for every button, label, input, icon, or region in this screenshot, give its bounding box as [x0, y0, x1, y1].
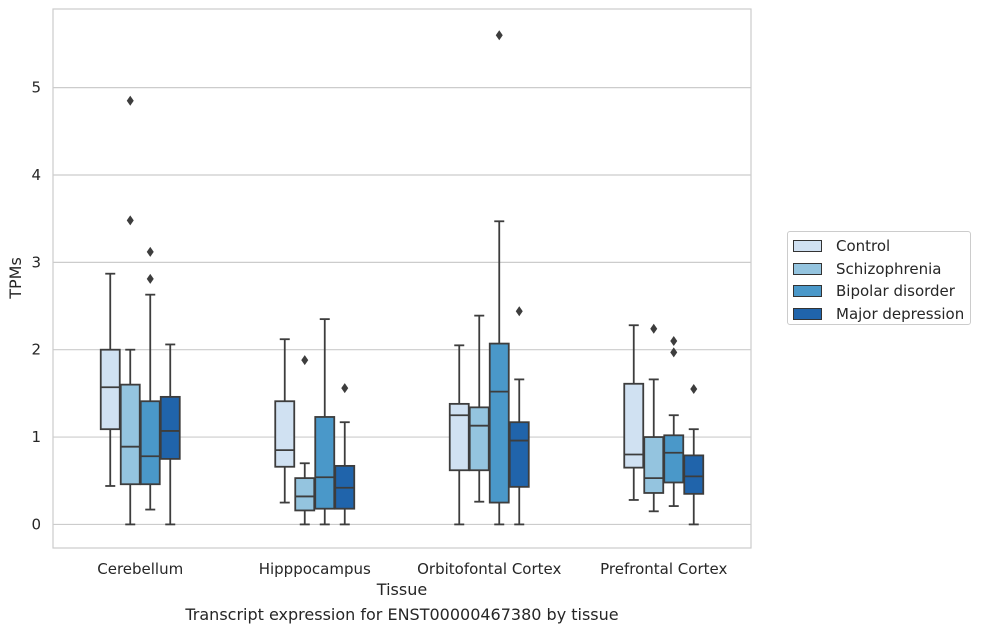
y-tick-labels: 0 1 2 3 4 5: [31, 79, 41, 534]
box-schizophrenia: [119, 95, 141, 526]
outlier-point: [146, 246, 154, 257]
legend-item: Major depression: [793, 303, 970, 326]
box-iqr: [623, 382, 645, 469]
outlier-point: [126, 95, 134, 106]
outlier-point: [690, 384, 698, 395]
outlier-point: [301, 355, 309, 366]
box-control: [274, 338, 296, 504]
box-bipolar-disorder: [139, 246, 161, 511]
x-axis-label: Tissue: [376, 580, 427, 599]
box-iqr: [448, 402, 470, 472]
y-tick-label: 2: [31, 341, 41, 359]
legend-label: Control: [836, 237, 891, 256]
x-tick-labels: Cerebellum Hipppocampus Orbitofontal Corte…: [97, 560, 727, 578]
outlier-point: [146, 273, 154, 284]
legend-label: Bipolar disorder: [836, 282, 955, 301]
box-iqr: [99, 348, 121, 431]
outlier-point: [670, 347, 678, 358]
box-iqr: [139, 400, 161, 486]
box-iqr: [468, 406, 490, 472]
plot-frame: [52, 8, 752, 549]
legend-item: Schizophrenia: [793, 258, 970, 281]
box-major-depression: [334, 383, 356, 526]
box-bipolar-disorder: [488, 30, 510, 526]
box-schizophrenia: [643, 323, 665, 513]
box-iqr: [508, 421, 530, 488]
legend-swatch: [793, 307, 822, 320]
box-schizophrenia: [468, 314, 490, 503]
box-bipolar-disorder: [314, 318, 336, 526]
box-bipolar-disorder: [663, 335, 685, 507]
x-tick-label: Orbitofontal Cortex: [417, 560, 561, 578]
outlier-point: [495, 30, 503, 41]
box-groups: [99, 30, 705, 526]
box-control: [99, 272, 121, 487]
box-control: [623, 324, 645, 501]
box-major-depression: [683, 384, 705, 526]
legend-item: Bipolar disorder: [793, 280, 970, 303]
box-major-depression: [508, 306, 530, 526]
box-schizophrenia: [294, 355, 316, 526]
outlier-point: [341, 383, 349, 394]
box-iqr: [119, 383, 141, 486]
box-iqr: [683, 454, 705, 495]
outlier-point: [670, 335, 678, 346]
outlier-point: [650, 323, 658, 334]
box-iqr: [314, 416, 336, 510]
legend-label: Major depression: [836, 304, 965, 323]
legend-label: Schizophrenia: [836, 259, 942, 278]
y-tick-label: 5: [31, 79, 41, 97]
chart-caption: Transcript expression for ENST0000046738…: [185, 605, 619, 624]
box-iqr: [294, 477, 316, 512]
y-tick-label: 1: [31, 428, 41, 446]
outlier-point: [126, 215, 134, 226]
x-tick-label: Hipppocampus: [259, 560, 371, 578]
y-axis-label: TPMs: [6, 257, 25, 300]
legend-swatch: [793, 285, 822, 298]
y-tick-label: 3: [31, 253, 41, 271]
box-iqr: [663, 434, 685, 484]
box-iqr: [488, 342, 510, 504]
y-tick-label: 0: [31, 515, 41, 533]
box-iqr: [274, 400, 296, 468]
x-tick-label: Cerebellum: [97, 560, 183, 578]
box-iqr: [159, 395, 181, 460]
legend-item: Control: [793, 235, 970, 258]
legend-swatch: [793, 240, 822, 253]
box-control: [448, 344, 470, 526]
legend: Control Schizophrenia Bipolar disorder Majo…: [787, 231, 971, 325]
y-tick-label: 4: [31, 166, 41, 184]
legend-swatch: [793, 262, 822, 275]
box-iqr: [643, 436, 665, 494]
box-major-depression: [159, 343, 181, 526]
x-tick-label: Prefrontal Cortex: [600, 560, 727, 578]
outlier-point: [515, 306, 523, 317]
